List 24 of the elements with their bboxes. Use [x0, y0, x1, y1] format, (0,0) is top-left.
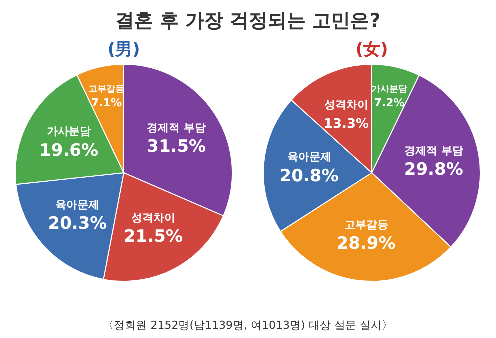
slice-label: 고부갈등 — [344, 218, 388, 232]
slice-label: 가사분담 — [372, 85, 408, 96]
data-label: 31.5% — [147, 136, 206, 157]
slice-label: 성격차이 — [324, 98, 368, 112]
data-label: 19.6% — [40, 140, 99, 161]
data-label: 7.2% — [374, 96, 405, 110]
slice-label: 경제적 부담 — [404, 144, 464, 158]
slice-label: 고부갈등 — [88, 85, 125, 96]
slice-label: 육아문제 — [56, 198, 100, 212]
text: 〈정회원 2152명(남1139명, 여1013명) 대상 설문 실시〉 — [102, 318, 394, 333]
slice-label: 가사분담 — [47, 125, 92, 138]
data-label: 20.3% — [48, 214, 108, 234]
chart-subtitle: (女) — [356, 39, 388, 60]
chart-subtitle: (男) — [108, 39, 140, 60]
data-label: 29.8% — [404, 160, 464, 180]
data-label: 20.8% — [280, 166, 339, 186]
slice-label: 성격차이 — [131, 211, 176, 224]
slice-label: 경제적 부담 — [147, 121, 206, 134]
slice-label: 육아문제 — [287, 150, 332, 164]
chart-title: 결혼 후 가장 걱정되는 고민은? — [114, 9, 382, 34]
data-label: 13.3% — [324, 116, 370, 132]
data-label: 21.5% — [124, 227, 183, 248]
data-label: 28.9% — [336, 234, 396, 254]
data-label: 7.1% — [91, 96, 122, 110]
